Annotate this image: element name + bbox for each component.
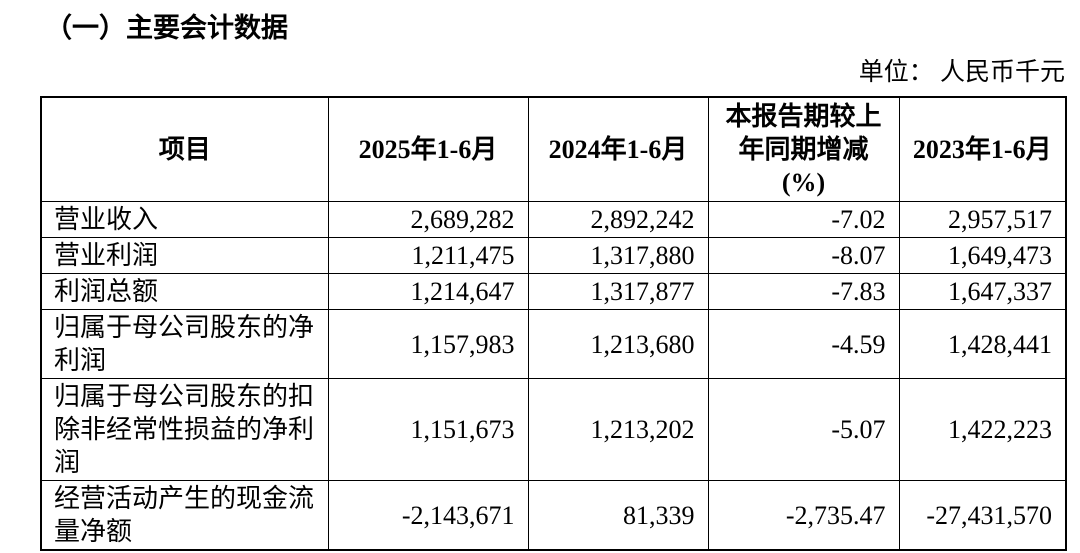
table-row: 归属于母公司股东的净利润 1,157,983 1,213,680 -4.59 1… [40,309,1067,379]
unit-label: 单位： 人民币千元 [858,59,1065,86]
value-2024: 1,213,202 [527,378,709,481]
col-header-2024: 2024年1-6月 [527,96,709,202]
value-change: -2,735.47 [707,480,900,551]
value-2023: 1,422,223 [898,378,1067,481]
value-2024: 1,317,877 [527,273,709,310]
table-row: 营业利润 1,211,475 1,317,880 -8.07 1,649,473 [40,237,1067,274]
table-header-row: 项目 2025年1-6月 2024年1-6月 本报告期较上年同期增减(%) 20… [40,96,1067,202]
value-change: -5.07 [707,378,900,481]
row-item-label: 归属于母公司股东的净利润 [40,309,329,379]
table-row: 利润总额 1,214,647 1,317,877 -7.83 1,647,337 [40,273,1067,310]
value-change: -4.59 [707,309,900,379]
value-change: -7.02 [707,201,900,238]
value-2023: 1,428,441 [898,309,1067,379]
section-title: （一）主要会计数据 [45,13,288,43]
col-header-2025: 2025年1-6月 [327,96,529,202]
col-header-change-text: 本报告期较上年同期增减(%) [725,102,882,197]
value-2025: 1,211,475 [327,237,529,274]
row-item-label: 营业收入 [40,201,329,238]
row-item-label: 经营活动产生的现金流量净额 [40,480,329,551]
value-2024: 1,213,680 [527,309,709,379]
col-header-2023: 2023年1-6月 [898,96,1067,202]
table-row: 归属于母公司股东的扣除非经常性损益的净利润 1,151,673 1,213,20… [40,378,1067,481]
row-item-label: 营业利润 [40,237,329,274]
accounting-data-table: 项目 2025年1-6月 2024年1-6月 本报告期较上年同期增减(%) 20… [40,96,1067,551]
value-2025: 1,214,647 [327,273,529,310]
value-2025: 1,157,983 [327,309,529,379]
value-2025: 2,689,282 [327,201,529,238]
value-2024: 81,339 [527,480,709,551]
value-2025: 1,151,673 [327,378,529,481]
value-2024: 1,317,880 [527,237,709,274]
row-item-label: 归属于母公司股东的扣除非经常性损益的净利润 [40,378,329,481]
col-header-change: 本报告期较上年同期增减(%) [707,96,900,202]
table-row: 经营活动产生的现金流量净额 -2,143,671 81,339 -2,735.4… [40,480,1067,551]
row-item-label: 利润总额 [40,273,329,310]
value-2023: -27,431,570 [898,480,1067,551]
value-2023: 1,647,337 [898,273,1067,310]
value-change: -7.83 [707,273,900,310]
value-2024: 2,892,242 [527,201,709,238]
value-2023: 2,957,517 [898,201,1067,238]
value-change: -8.07 [707,237,900,274]
col-header-item: 项目 [40,96,329,202]
table-row: 营业收入 2,689,282 2,892,242 -7.02 2,957,517 [40,201,1067,238]
value-2023: 1,649,473 [898,237,1067,274]
value-2025: -2,143,671 [327,480,529,551]
